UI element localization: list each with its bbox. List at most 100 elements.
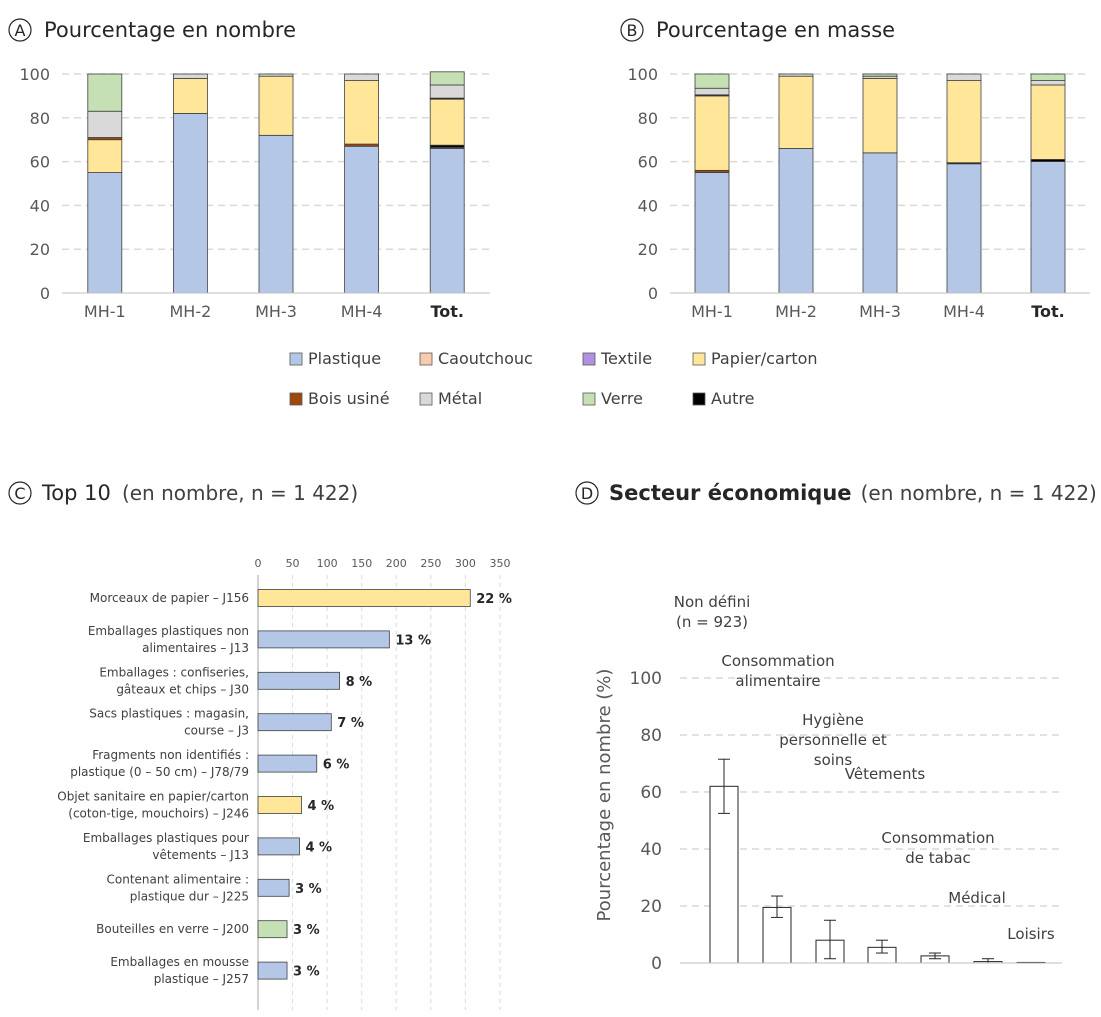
panel-c-category-label: plastique – J257 [154,972,249,986]
legend-swatch [289,392,303,406]
panel-d-ylabel: Pourcentage en nombre (%) [594,669,615,922]
legend-label: Caoutchouc [438,349,533,368]
panel-d-circle [575,481,599,505]
panel-b-circle [620,18,644,42]
panel-a-ytick-label: 60 [30,153,50,172]
panel-a-plot: 0 20 40 60 80 100 MH-1 MH-2 MH-3 MH-4 Tot. [19,65,490,321]
panel-c-bar [257,920,288,939]
panel-d: D Secteur économique (en nombre, n = 1 4… [575,481,1097,974]
panel-c-xtick-label: 250 [420,557,441,570]
panel-a-bar-segment [172,113,208,294]
panel-c-data-label: 13 % [395,633,431,648]
panel-c-bar [257,878,290,897]
panel-c-bar [257,630,390,649]
legend: Plastique Caoutchouc Textile Papier/carton B… [289,349,818,408]
panel-b-ytick-label: 80 [638,109,658,128]
panel-c-bar [257,589,471,607]
panel-c-bar [257,671,340,690]
panel-b-bar-segment [778,73,814,77]
panel-b-category-label: MH-3 [859,302,901,321]
panel-b-category-label: MH-2 [775,302,817,321]
panel-a-ytick-label: 80 [30,109,50,128]
panel-c-data-label: 3 % [293,965,320,980]
legend-swatch [582,352,596,366]
panel-c-category-label: Emballages : confiseries, [99,665,249,679]
panel-b-bar-segment [1030,84,1066,160]
legend-label: Plastique [308,349,381,368]
panel-c-category-label: gâteaux et chips – J30 [116,682,249,696]
panel-d-ytick-label: 0 [651,954,662,974]
panel-d-category-label: alimentaire [735,672,820,690]
panel-a-ytick-label: 20 [30,240,50,259]
panel-c-category-label: Sacs plastiques : magasin, [89,707,249,721]
panel-c-category-label: Emballages plastiques non [88,624,249,638]
panel-a-bar-segment [172,77,208,114]
legend-swatch [692,352,706,366]
panel-c-category-label: alimentaires – J13 [142,641,249,655]
panel-c-bar [257,754,318,773]
legend-swatch [419,392,433,406]
panel-c-data-label: 7 % [337,716,364,731]
panel-b-bar-segment [946,80,982,164]
panel-c-category-label: (coton-tige, mouchoirs) – J246 [68,807,249,821]
panel-c-xtick-label: 150 [351,557,372,570]
panel-c-category-label: Emballages plastiques pour [83,831,249,845]
panel-a-category-label: Tot. [430,302,464,321]
legend-label: Textile [600,349,652,368]
panel-a-bar-segment [87,139,123,173]
panel-c-bar [257,837,300,856]
panel-d-title: Secteur économique [609,481,852,505]
panel-c-data-label: 4 % [308,799,335,814]
panel-b-bar-segment [694,87,730,96]
panel-b-bar-segment [778,148,814,294]
panel-a-bar-segment [87,110,123,138]
panel-c-bar [257,961,288,980]
panel-c-xtick-label: 0 [255,557,262,570]
panel-c-category-label: vêtements – J13 [152,848,249,862]
legend-swatch [419,352,433,366]
panel-b-bar-segment [778,75,814,149]
panel-d-category-label: Consommation [881,829,994,847]
legend-swatch [582,392,596,406]
panel-c-category-label: Emballages en mousse [110,955,249,969]
panel-b-category-label: Tot. [1031,302,1065,321]
panel-d-ytick-label: 20 [640,897,662,917]
panel-c-category-label: plastique (0 – 50 cm) – J78/79 [70,765,249,779]
panel-a-bar-segment [429,98,465,146]
panel-a-bar-segment [258,134,294,294]
panel-a-ytick-label: 0 [40,284,50,303]
panel-c-category-label: Fragments non identifiés : [92,748,249,762]
panel-d-category-label: soins [814,751,853,769]
panel-a-letter: A [15,21,26,40]
panel-a-bar-segment [258,75,294,136]
panel-c-data-label: 22 % [476,592,512,607]
panel-d-title-line: Secteur économique (en nombre, n = 1 422… [609,481,1097,505]
panel-a-ytick-label: 40 [30,196,50,215]
panel-b-bar-segment [862,77,898,154]
panel-c: C Top 10 (en nombre, n = 1 422) 0 50 100 15… [8,481,512,1010]
panel-d-plot: 0 20 40 60 80 100 Non défini (n = 923) Consommat… [630,593,1062,974]
panel-b-category-label: MH-1 [691,302,733,321]
panel-d-ytick-label: 40 [640,840,662,860]
legend-swatch [692,392,706,406]
panel-d-category-label: de tabac [905,849,971,867]
panel-a-bar-segment [429,71,465,86]
panel-d-category-label: Consommation [721,652,834,670]
panel-d-letter: D [581,484,593,503]
panel-c-data-label: 3 % [295,882,322,897]
panel-d-subtitle: (en nombre, n = 1 422) [861,481,1097,505]
panel-a-category-label: MH-1 [84,302,126,321]
panel-b: B Pourcentage en masse 0 20 40 60 80 100 MH-1 M… [620,18,1090,321]
panel-c-xtick-label: 100 [317,557,338,570]
panel-b-bar-segment [694,73,730,89]
panel-c-data-label: 8 % [346,675,373,690]
panel-b-bar-segment [862,152,898,294]
panel-c-title: Top 10 [41,481,111,505]
panel-b-ytick-label: 40 [638,196,658,215]
panel-d-category-label: personnelle et [779,731,887,749]
panel-c-category-label: course – J3 [184,724,249,738]
panel-a-category-label: MH-4 [341,302,383,321]
panel-a-bar-segment [258,73,294,77]
panel-c-category-label: Contenant alimentaire : [107,872,250,886]
